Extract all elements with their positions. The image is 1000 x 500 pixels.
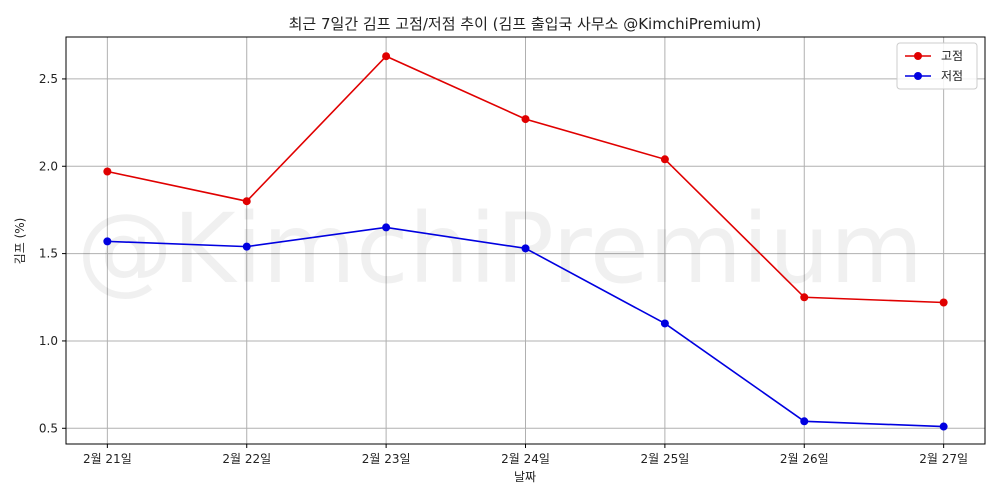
- legend-marker: [914, 52, 922, 60]
- legend-marker: [914, 72, 922, 80]
- chart-title: 최근 7일간 김프 고점/저점 추이 (김프 출입국 사무소 @KimchiPr…: [289, 15, 762, 33]
- data-point: [521, 244, 530, 253]
- y-tick-label: 1.0: [39, 334, 58, 348]
- y-tick-label: 2.5: [39, 72, 58, 86]
- x-tick-label: 2월 21일: [83, 452, 132, 466]
- y-tick-label: 1.5: [39, 247, 58, 261]
- data-point: [382, 52, 391, 61]
- x-tick-label: 2월 25일: [640, 452, 689, 466]
- x-tick-label: 2월 26일: [780, 452, 829, 466]
- x-tick-label: 2월 27일: [919, 452, 968, 466]
- y-axis-label: 김프 (%): [13, 218, 27, 265]
- data-point: [103, 237, 112, 246]
- axes: 2월 21일 2월 22일 2월 23일 2월 24일 2월 25일 2월 26일 2월 2…: [39, 72, 968, 466]
- data-point: [939, 422, 948, 431]
- data-point: [103, 167, 112, 176]
- data-point: [660, 319, 669, 328]
- x-tick-label: 2월 22일: [222, 452, 271, 466]
- series-group: [103, 52, 948, 431]
- watermark: @KimchiPremium: [77, 193, 924, 305]
- data-point: [800, 293, 809, 302]
- legend-label: 저점: [941, 69, 963, 83]
- data-point: [939, 298, 948, 307]
- y-tick-label: 2.0: [39, 159, 58, 173]
- data-point: [242, 242, 251, 251]
- data-point: [382, 223, 391, 232]
- x-axis-label: 날짜: [514, 470, 536, 484]
- legend-label: 고점: [941, 49, 963, 63]
- data-point: [242, 197, 251, 206]
- x-tick-label: 2월 23일: [362, 452, 411, 466]
- data-point: [800, 417, 809, 426]
- legend-box: [896, 42, 978, 90]
- x-tick-label: 2월 24일: [501, 452, 550, 466]
- data-point: [521, 115, 530, 124]
- grid: [66, 37, 985, 444]
- y-tick-label: 0.5: [39, 421, 58, 435]
- data-point: [660, 155, 669, 164]
